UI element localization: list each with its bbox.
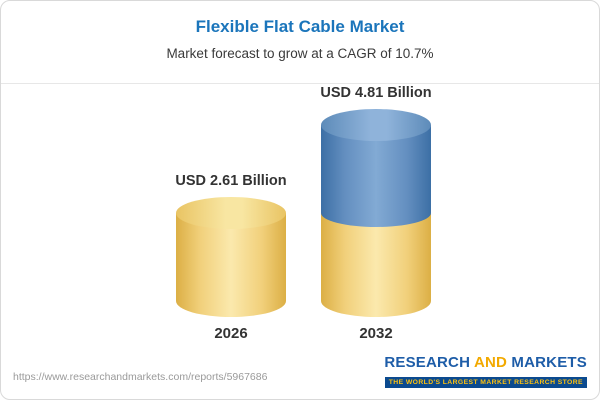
x-axis-label-2026: 2026 [214,325,248,342]
logo-word-research: RESEARCH [384,353,471,371]
logo-tagline: THE WORLD'S LARGEST MARKET RESEARCH STOR… [384,377,587,388]
bar-value-label-2032: USD 4.81 Billion [320,84,432,101]
bar-2032 [321,108,431,317]
cylinder-top-2032 [321,108,431,141]
chart-title: Flexible Flat Cable Market [195,17,405,36]
logo-word-markets: MARKETS [511,353,587,371]
cylinder-base-segment-2032 [321,212,431,317]
research-and-markets-logo: RESEARCH AND MARKETS THE WORLD'S LARGEST… [384,353,587,390]
chart-subtitle: Market forecast to grow at a CAGR of 10.… [166,46,434,61]
source-url: https://www.researchandmarkets.com/repor… [13,371,268,383]
cylinder-body-2026 [176,212,286,317]
logo-word-and: AND [473,353,508,371]
bar-2026 [176,196,286,317]
cylinder-growth-segment-2032 [321,124,431,227]
header-divider [1,83,599,84]
cylinder-top-2026 [176,196,286,229]
x-axis-label-2032: 2032 [359,325,393,342]
logo-wordmark: RESEARCH AND MARKETS [384,353,587,372]
bar-value-label-2026: USD 2.61 Billion [175,172,287,189]
